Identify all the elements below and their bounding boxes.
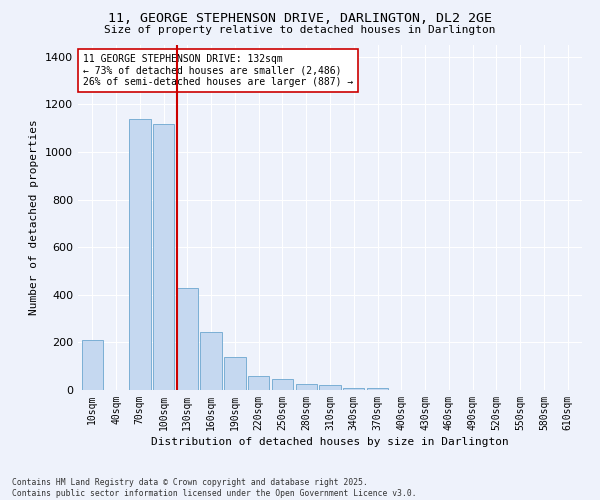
- Bar: [176, 288, 198, 390]
- Bar: [296, 384, 317, 390]
- Bar: [224, 356, 245, 390]
- Bar: [129, 119, 151, 390]
- Text: 11, GEORGE STEPHENSON DRIVE, DARLINGTON, DL2 2GE: 11, GEORGE STEPHENSON DRIVE, DARLINGTON,…: [108, 12, 492, 26]
- Bar: [153, 124, 174, 390]
- Bar: [319, 385, 341, 390]
- Text: Size of property relative to detached houses in Darlington: Size of property relative to detached ho…: [104, 25, 496, 35]
- Text: 11 GEORGE STEPHENSON DRIVE: 132sqm
← 73% of detached houses are smaller (2,486)
: 11 GEORGE STEPHENSON DRIVE: 132sqm ← 73%…: [83, 54, 353, 87]
- Bar: [272, 380, 293, 390]
- Bar: [200, 332, 222, 390]
- Bar: [248, 376, 269, 390]
- Bar: [82, 340, 103, 390]
- X-axis label: Distribution of detached houses by size in Darlington: Distribution of detached houses by size …: [151, 437, 509, 447]
- Bar: [343, 388, 364, 390]
- Bar: [367, 388, 388, 390]
- Y-axis label: Number of detached properties: Number of detached properties: [29, 120, 40, 316]
- Text: Contains HM Land Registry data © Crown copyright and database right 2025.
Contai: Contains HM Land Registry data © Crown c…: [12, 478, 416, 498]
